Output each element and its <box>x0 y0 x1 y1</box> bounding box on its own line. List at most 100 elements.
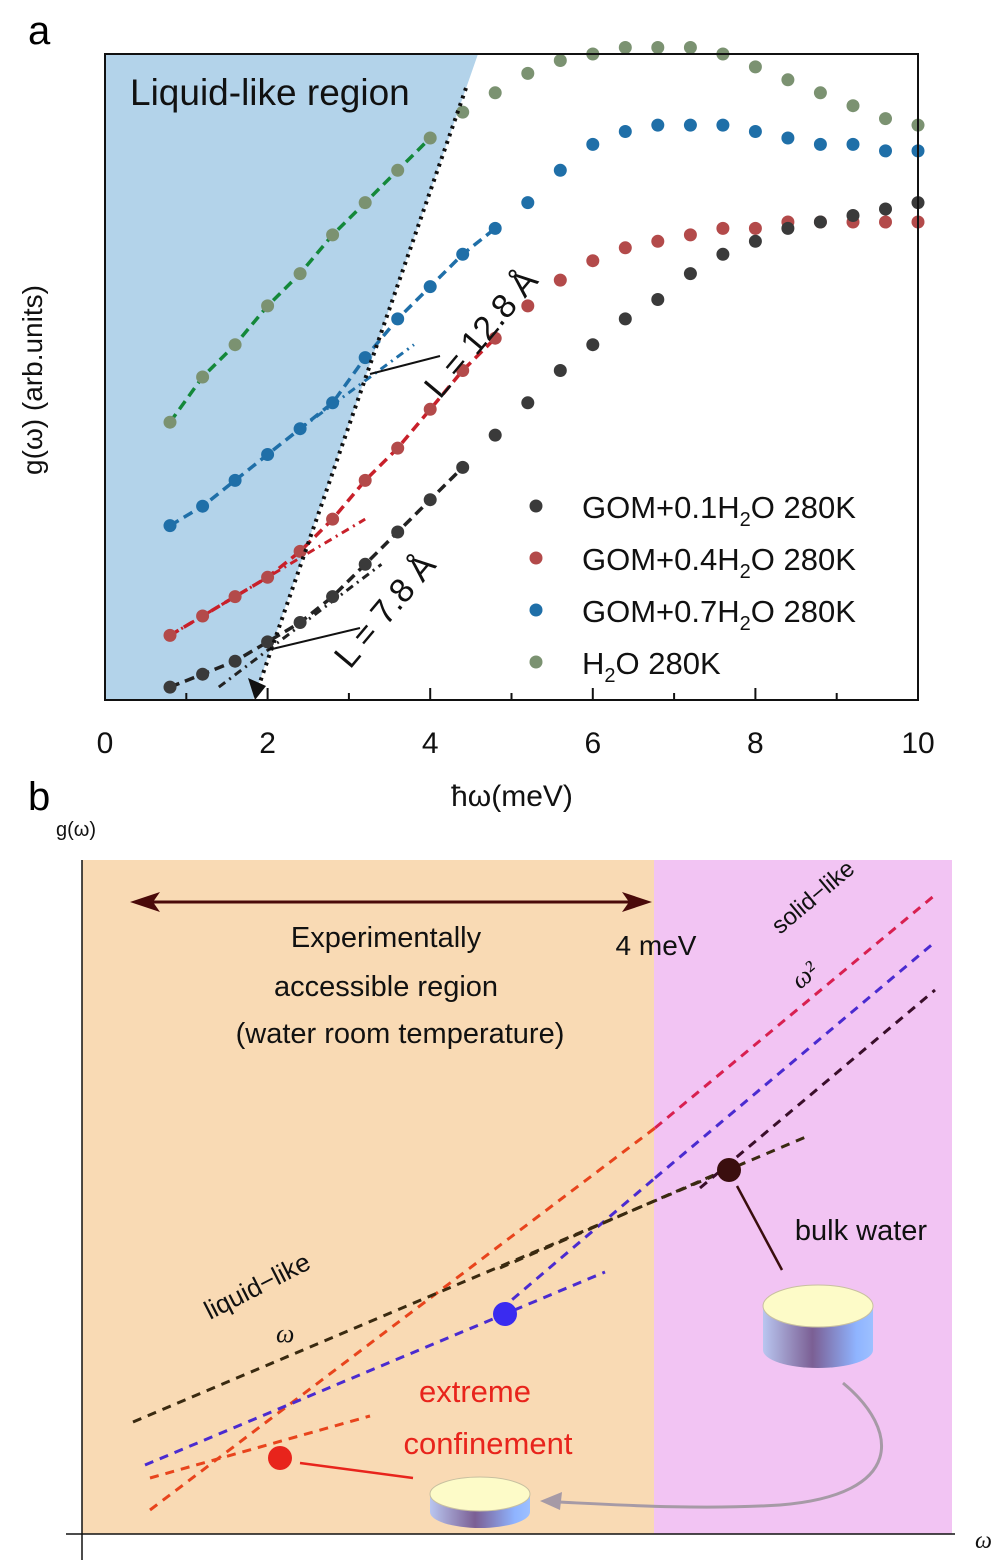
panel-b-label: b <box>28 775 50 819</box>
intermediate-point <box>493 1302 517 1326</box>
data-point <box>196 609 210 623</box>
data-point <box>163 519 177 533</box>
data-point <box>228 654 242 668</box>
data-point <box>456 460 470 474</box>
data-point <box>488 221 502 235</box>
data-point <box>651 234 665 248</box>
data-point <box>748 125 762 138</box>
liquid-like-region-label: Liquid-like region <box>130 72 410 113</box>
data-point <box>586 254 600 268</box>
accessible-region <box>82 860 654 1534</box>
data-point <box>521 196 535 210</box>
panel-b-y-label: g(ω) <box>56 819 96 841</box>
data-point <box>261 448 275 461</box>
blue-solid-line-a <box>499 1176 656 1312</box>
data-point <box>748 221 762 235</box>
bulk-point <box>717 1158 741 1182</box>
y-axis-label: g(ω) (arb.units) <box>17 285 48 475</box>
blue-solid-line-b <box>654 940 936 1180</box>
legend-marker <box>529 499 543 513</box>
fit-line <box>169 227 497 528</box>
data-point <box>813 137 827 151</box>
legend-label: H2O 280K <box>582 646 721 687</box>
data-point <box>163 415 177 429</box>
data-point <box>228 473 242 487</box>
fit-line <box>169 466 464 689</box>
x-tick-label: 0 <box>97 727 114 760</box>
data-point <box>196 499 210 513</box>
region-text-line-1: Experimentally <box>291 922 482 954</box>
x-axis-ticks: 0 2 4 6 8 10 <box>97 688 935 760</box>
region-text-line-2: accessible region <box>274 971 498 1003</box>
x-tick-label: 8 <box>747 727 764 760</box>
bulk-water-cylinder <box>762 1284 874 1368</box>
data-point <box>293 267 307 281</box>
data-point <box>488 331 502 345</box>
data-point <box>261 570 275 584</box>
fit-branch <box>299 343 415 430</box>
data-point <box>391 525 405 539</box>
region-text-line-3: (water room temperature) <box>236 1018 565 1050</box>
annotation-l-7-8: L = 7.8 Å <box>327 546 444 675</box>
data-point <box>391 163 405 177</box>
data-point <box>748 234 762 248</box>
red-solid-line-b <box>654 893 936 1130</box>
confinement-label-line-1: extreme <box>419 1374 531 1409</box>
data-point <box>358 557 372 571</box>
data-point <box>781 221 795 235</box>
data-point <box>748 60 762 74</box>
annotation-l-12-8: L = 12.8 Å <box>417 262 546 405</box>
data-points <box>163 41 925 694</box>
data-point <box>521 396 535 410</box>
legend: GOM+0.1H2O 280K GOM+0.4H2O 280K GOM+0.7H2O… <box>529 490 856 687</box>
data-point <box>261 299 275 313</box>
data-point <box>553 364 567 377</box>
data-point <box>586 338 600 352</box>
data-point <box>456 364 470 377</box>
data-point <box>553 273 567 287</box>
data-point <box>879 202 892 216</box>
data-point <box>813 86 827 100</box>
x-axis-label: ħω(meV) <box>451 780 573 813</box>
data-point <box>683 118 697 132</box>
blue-liquid-line <box>144 1270 606 1467</box>
data-point <box>716 247 730 261</box>
bulk-water-label: bulk water <box>795 1215 928 1247</box>
data-point <box>326 590 340 604</box>
data-point <box>846 99 860 113</box>
data-point <box>326 396 340 410</box>
annotation-leader-7-8 <box>267 627 361 651</box>
data-point <box>488 428 502 442</box>
legend-label: GOM+0.1H2O 280K <box>582 490 856 531</box>
data-point <box>196 370 210 384</box>
legend-label: GOM+0.7H2O 280K <box>582 594 856 635</box>
data-point <box>488 86 502 100</box>
data-point <box>293 422 307 436</box>
data-point <box>879 144 892 158</box>
confinement-point <box>268 1446 292 1470</box>
x-tick-label: 10 <box>901 727 934 760</box>
dark-solid-line-a <box>499 1166 731 1270</box>
data-point <box>683 267 697 281</box>
liquid-like-power: ω <box>276 1319 294 1348</box>
range-arrow-left-head <box>130 892 160 912</box>
data-point <box>423 280 437 294</box>
data-point <box>358 473 372 487</box>
legend-marker <box>529 603 543 617</box>
transition-arrowhead <box>540 1492 562 1510</box>
data-point <box>423 131 437 145</box>
data-point <box>553 54 567 67</box>
x-tick-label: 2 <box>259 727 276 760</box>
legend-label: GOM+0.4H2O 280K <box>582 542 856 583</box>
data-point <box>228 338 242 352</box>
data-point <box>391 312 405 326</box>
confinement-label-line-2: confinement <box>404 1426 573 1461</box>
confined-water-cylinder <box>429 1476 531 1528</box>
range-arrow-right-head <box>622 892 652 912</box>
annotation-leader-12-8 <box>369 355 441 375</box>
data-point <box>846 137 860 151</box>
data-point <box>326 228 340 242</box>
red-liquid-line <box>149 1414 371 1480</box>
dark-solid-line-b <box>699 988 936 1190</box>
